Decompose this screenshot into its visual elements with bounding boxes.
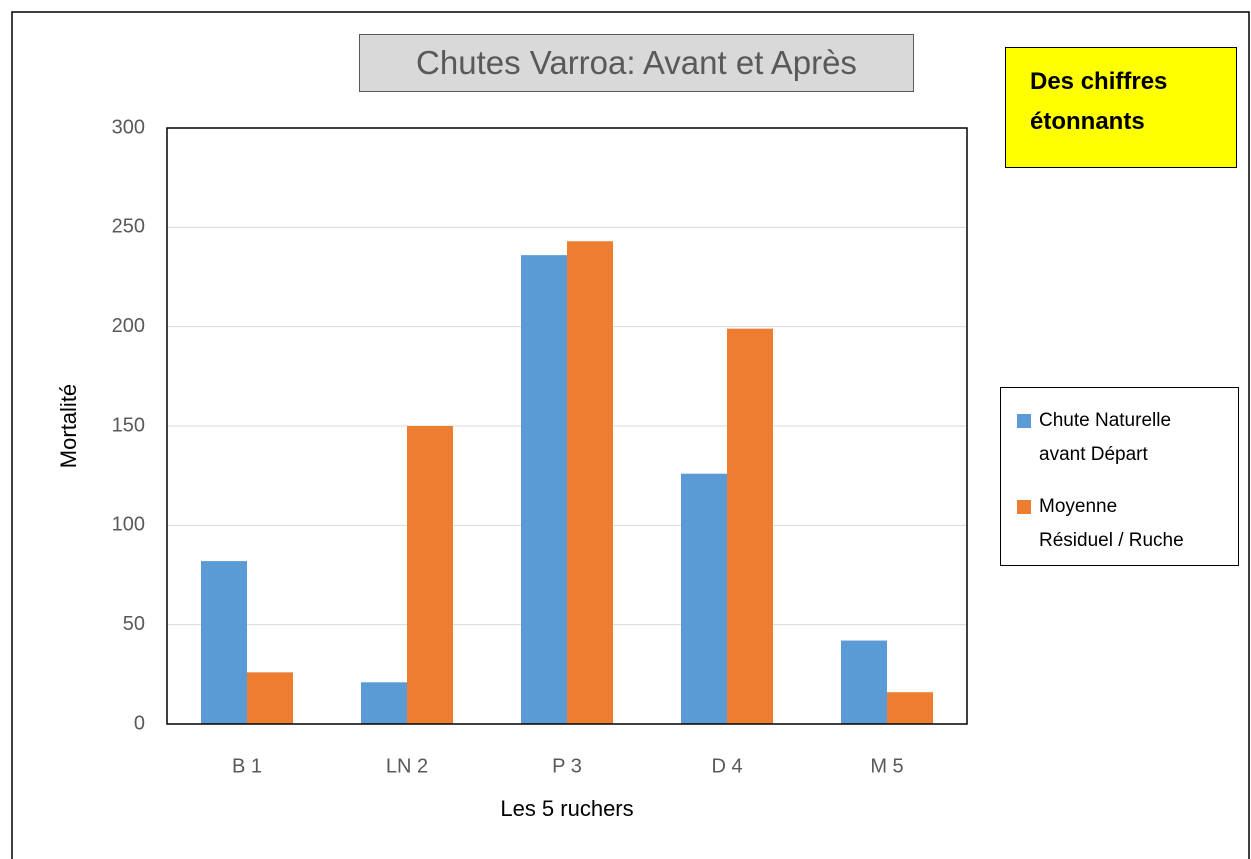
y-tick-label: 250 — [112, 216, 145, 238]
bar — [521, 255, 567, 724]
legend-entry: Moyenne Résiduel / Ruche — [1017, 490, 1191, 558]
legend: Chute Naturelle avant Départ Moyenne Rési… — [1000, 387, 1239, 566]
bar — [681, 473, 727, 724]
bar — [727, 328, 773, 724]
x-tick-label: LN 2 — [386, 755, 428, 777]
bar — [361, 682, 407, 724]
bar — [407, 426, 453, 724]
plot-border — [166, 127, 968, 725]
outer-border — [11, 11, 1250, 859]
bar — [247, 672, 293, 724]
legend-swatch — [1017, 500, 1031, 514]
x-tick-label: B 1 — [232, 755, 262, 777]
y-tick-label: 50 — [123, 613, 145, 635]
annotation-box: Des chiffres étonnants — [1005, 47, 1237, 168]
legend-label: Moyenne Résiduel / Ruche — [1039, 496, 1184, 551]
y-tick-label: 150 — [112, 414, 145, 436]
x-axis-label: Les 5 ruchers — [500, 796, 633, 821]
chart-title: Chutes Varroa: Avant et Après — [359, 34, 914, 92]
x-tick-label: M 5 — [870, 755, 903, 777]
y-axis-label: Mortalité — [56, 384, 81, 468]
x-tick-label: P 3 — [552, 755, 582, 777]
x-tick-label: D 4 — [711, 755, 742, 777]
bar — [201, 561, 247, 724]
bar — [887, 692, 933, 724]
y-tick-label: 100 — [112, 514, 145, 536]
bar — [567, 241, 613, 725]
legend-label: Chute Naturelle avant Départ — [1039, 410, 1172, 465]
annotation: Des chiffres étonnants — [1030, 68, 1168, 135]
legend-swatch — [1017, 414, 1031, 428]
y-tick-label: 300 — [112, 116, 145, 138]
y-tick-label: 0 — [134, 712, 145, 734]
legend-entry: Chute Naturelle avant Départ — [1017, 404, 1191, 472]
y-tick-label: 200 — [112, 315, 145, 337]
bar — [841, 640, 887, 724]
